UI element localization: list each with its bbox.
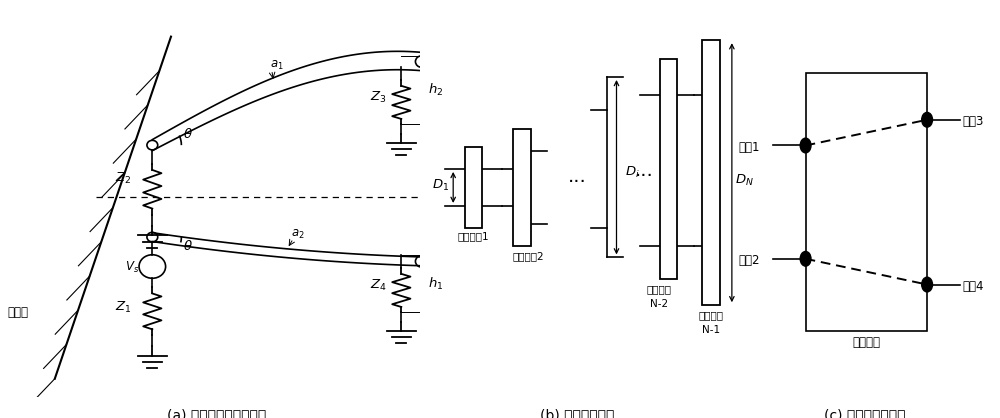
Text: $Z_3$: $Z_3$: [370, 89, 387, 104]
Text: $Z_1$: $Z_1$: [115, 301, 131, 316]
Circle shape: [800, 138, 811, 153]
Text: 理想节点: 理想节点: [852, 336, 880, 349]
Text: $D_i$: $D_i$: [625, 166, 639, 181]
Text: $a_1$: $a_1$: [270, 59, 283, 72]
Text: (a) 非平行传输线示意图: (a) 非平行传输线示意图: [167, 408, 266, 418]
Text: (b) 离散化示意图: (b) 离散化示意图: [540, 408, 615, 418]
Text: N-1: N-1: [702, 325, 720, 335]
Text: $h_1$: $h_1$: [428, 275, 444, 292]
Text: 端口4: 端口4: [962, 280, 984, 293]
Circle shape: [922, 277, 932, 292]
Text: 理想节点1: 理想节点1: [458, 231, 489, 241]
Text: 端口1: 端口1: [738, 141, 760, 154]
Bar: [513, 129, 531, 246]
Text: 理想节点2: 理想节点2: [513, 251, 545, 261]
Text: $Z_4$: $Z_4$: [370, 278, 387, 293]
Text: $D_1$: $D_1$: [432, 178, 449, 194]
Bar: [702, 40, 720, 305]
Text: 端口3: 端口3: [962, 115, 984, 128]
Text: $\theta$: $\theta$: [183, 127, 193, 141]
Text: (c) 理想节点示意图: (c) 理想节点示意图: [824, 408, 906, 418]
Text: 理想节点: 理想节点: [646, 284, 671, 294]
Text: 理想节点: 理想节点: [698, 310, 723, 320]
Text: $h_2$: $h_2$: [428, 82, 444, 98]
Bar: [660, 59, 677, 279]
Text: ...: ...: [568, 167, 587, 186]
Text: 参考地: 参考地: [7, 306, 28, 319]
Circle shape: [922, 112, 932, 127]
Circle shape: [800, 252, 811, 266]
Text: $Z_2$: $Z_2$: [115, 171, 131, 186]
Bar: [806, 74, 927, 331]
Text: ...: ...: [635, 161, 654, 181]
Text: $\theta$: $\theta$: [183, 239, 193, 253]
Text: 端口2: 端口2: [738, 254, 760, 267]
Text: N-2: N-2: [650, 299, 668, 309]
Bar: [465, 147, 482, 228]
Text: $D_N$: $D_N$: [735, 173, 754, 188]
Text: $a_2$: $a_2$: [291, 228, 305, 241]
Text: $V_s$: $V_s$: [125, 260, 140, 275]
